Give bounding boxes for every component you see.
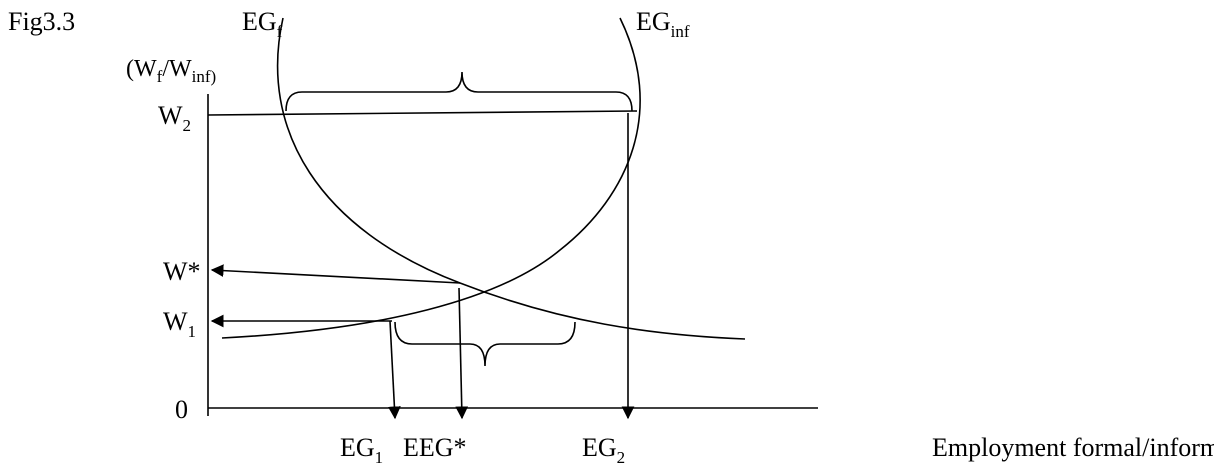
- eg-inf-label: EGinf: [636, 7, 690, 41]
- w2-line: [207, 110, 638, 116]
- figure-label: Fig3.3: [8, 7, 75, 36]
- bottom-brace: [394, 321, 576, 367]
- w1-label: W1: [163, 307, 196, 341]
- origin-label: 0: [175, 395, 188, 424]
- wstar-arrow: [210, 264, 461, 284]
- eg-f-label: EGf: [242, 7, 283, 41]
- eeg-star-label: EEG*: [403, 433, 467, 462]
- eeg-star-drop-arrow: [455, 287, 469, 420]
- eg2-label: EG2: [582, 433, 625, 463]
- eg1-drop-arrow: [388, 320, 401, 420]
- eg-inf-curve: [221, 17, 641, 339]
- top-brace: [285, 71, 633, 112]
- y-axis-title: (Wf/Winf): [126, 56, 216, 86]
- eg1-label: EG1: [340, 433, 383, 463]
- x-axis-title: Employment formal/informal: [932, 433, 1214, 462]
- eg-f-curve: [276, 17, 746, 340]
- w2-label: W2: [158, 101, 191, 135]
- wstar-label: W*: [163, 257, 201, 286]
